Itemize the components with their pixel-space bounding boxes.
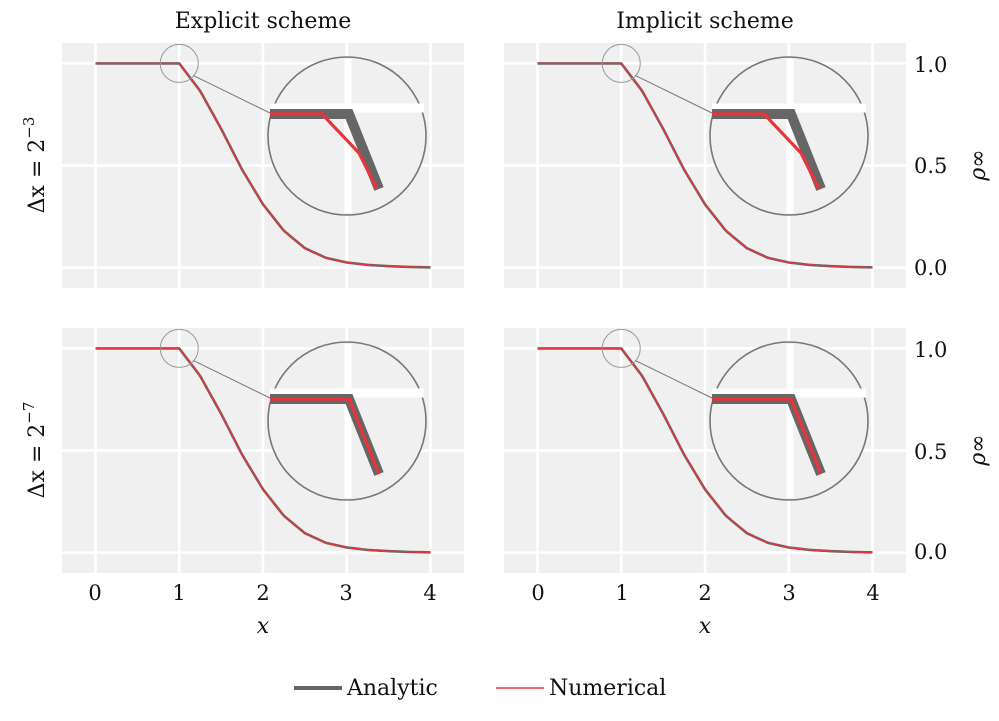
zoom-source-circle [159, 328, 199, 368]
numerical-line [95, 62, 431, 269]
legend: Analytic Numerical [294, 676, 666, 701]
yticks-top: 1.0 0.5 0.0 [914, 53, 947, 280]
legend-numerical-label: Numerical [549, 676, 666, 701]
xtick-right-1: 1 [615, 581, 628, 605]
ytick-top-3: 0.0 [914, 256, 947, 280]
zoom-connector-line [635, 359, 715, 400]
ylabel-top: ρ∞ [966, 149, 991, 181]
row-label-bottom: Δx = 2−7 [20, 402, 50, 499]
xtick-right-2: 2 [698, 581, 711, 605]
ytick-bottom-1: 1.0 [914, 338, 947, 362]
numerical-line [537, 347, 873, 554]
xtick-right-4: 4 [866, 581, 879, 605]
zoom-connector-line [193, 359, 273, 400]
ytick-bottom-3: 0.0 [914, 540, 947, 564]
xtick-right-3: 3 [782, 581, 795, 605]
zoom-source-circle [601, 43, 641, 83]
panel-implicit-fine [504, 328, 906, 573]
row-label-top-exp: −3 [20, 117, 38, 139]
row-label-bottom-exp: −7 [20, 402, 38, 424]
numerical-line [95, 347, 431, 554]
zoom-connector-line [635, 74, 715, 115]
ytick-top-2: 0.5 [914, 154, 947, 178]
xtick-left-0: 0 [88, 581, 101, 605]
zoom-numerical-line [712, 397, 823, 475]
yticks-bottom: 1.0 0.5 0.0 [914, 338, 947, 564]
row-label-top-base: Δx = 2 [25, 139, 50, 214]
zoom-numerical-line [270, 112, 379, 190]
zoom-numerical-line [712, 112, 821, 190]
xtick-left-1: 1 [172, 581, 185, 605]
xtick-left-3: 3 [339, 581, 352, 605]
panel-explicit-coarse [62, 43, 464, 288]
xticks-left: 0 1 2 3 4 [88, 581, 436, 605]
ytick-bottom-2: 0.5 [914, 440, 947, 464]
zoom-source-circle [159, 43, 199, 83]
zoom-numerical-line [270, 397, 381, 475]
panel-explicit-fine [62, 328, 464, 573]
zoom-source-circle [601, 328, 641, 368]
column-title-implicit: Implicit scheme [616, 9, 794, 34]
column-title-explicit: Explicit scheme [175, 9, 352, 34]
xtick-right-0: 0 [531, 581, 544, 605]
xticks-right: 0 1 2 3 4 [531, 581, 879, 605]
numerical-line [537, 62, 873, 269]
panel-implicit-coarse [504, 43, 906, 288]
zoom-connector-line [193, 74, 273, 115]
ytick-top-1: 1.0 [914, 53, 947, 77]
row-label-top: Δx = 2−3 [20, 117, 50, 214]
xtick-left-4: 4 [423, 581, 436, 605]
xtick-left-2: 2 [256, 581, 269, 605]
xlabel-right: x [699, 614, 712, 639]
xlabel-left: x [257, 614, 270, 639]
legend-analytic-label: Analytic [346, 676, 438, 701]
ylabel-bottom: ρ∞ [966, 434, 991, 466]
row-label-bottom-base: Δx = 2 [25, 424, 50, 499]
